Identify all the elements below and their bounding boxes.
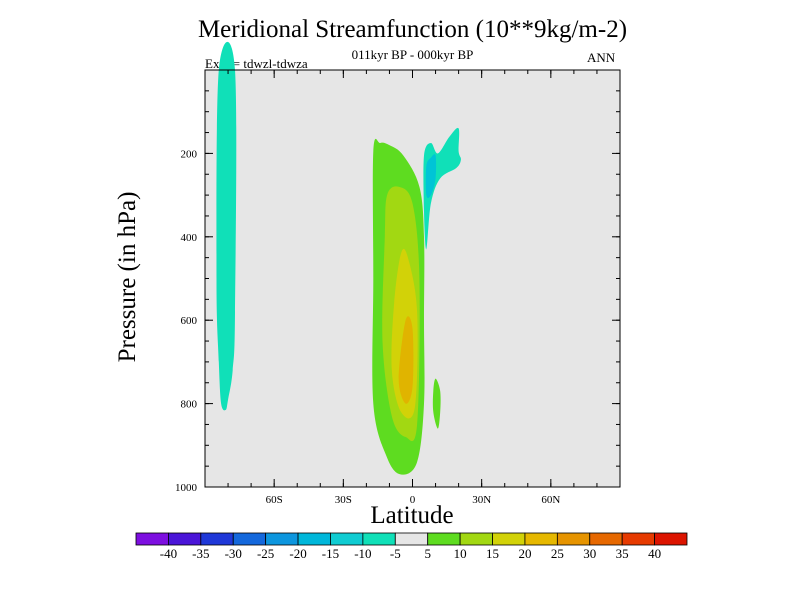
colorbar-swatch bbox=[232, 532, 267, 546]
y-tick-label: 400 bbox=[181, 232, 198, 244]
colorbar-label: -10 bbox=[354, 546, 371, 561]
colorbar-label: 20 bbox=[518, 546, 531, 561]
y-tick-label: 800 bbox=[181, 399, 198, 411]
x-tick-label: 30S bbox=[335, 494, 352, 506]
colorbar-label: -30 bbox=[225, 546, 242, 561]
colorbar-label: 15 bbox=[486, 546, 499, 561]
contour-regions bbox=[216, 41, 461, 475]
colorbar-label: -15 bbox=[322, 546, 339, 561]
colorbar-label: 10 bbox=[454, 546, 467, 561]
colorbar: -40 -35 -30 -25 -20 -15 -10 -5 5 10 15 20 25 30 35 40 bbox=[135, 532, 688, 561]
contour-region-2 bbox=[425, 154, 437, 199]
colorbar-label: 30 bbox=[583, 546, 596, 561]
y-tick-label: 1000 bbox=[175, 482, 198, 494]
chart-subtitle: 011kyr BP - 000kyr BP bbox=[351, 47, 474, 62]
colorbar-label: 25 bbox=[551, 546, 564, 561]
colorbar-swatch bbox=[330, 532, 364, 546]
x-axis-label: Latitude bbox=[370, 502, 454, 529]
y-tick-label: 600 bbox=[181, 315, 198, 327]
contour-region-0 bbox=[216, 41, 237, 411]
contour-region-6 bbox=[398, 316, 414, 404]
colorbar-label: 35 bbox=[616, 546, 629, 561]
x-tick-label: 0 bbox=[410, 494, 416, 506]
x-tick-label: 30N bbox=[472, 494, 491, 506]
colorbar-swatch bbox=[621, 532, 655, 546]
colorbar-label: -40 bbox=[160, 546, 177, 561]
colorbar-swatch bbox=[168, 532, 202, 546]
colorbar-swatch bbox=[589, 532, 623, 546]
colorbar-swatch bbox=[265, 532, 299, 546]
colorbar-label: 5 bbox=[424, 546, 431, 561]
colorbar-swatch bbox=[200, 532, 234, 546]
colorbar-swatch bbox=[459, 532, 493, 546]
contour-region-7 bbox=[432, 378, 441, 429]
colorbar-swatch bbox=[297, 532, 331, 546]
colorbar-swatch bbox=[524, 532, 558, 546]
axes: 60S 30S 0 30N 60N 200 400 600 800 1000 bbox=[175, 69, 621, 506]
colorbar-label: -5 bbox=[390, 546, 401, 561]
colorbar-label: -25 bbox=[257, 546, 274, 561]
colorbar-swatch bbox=[394, 532, 429, 546]
y-tick-label: 200 bbox=[181, 148, 198, 160]
colorbar-swatch bbox=[654, 532, 688, 546]
colorbar-label: 40 bbox=[648, 546, 661, 561]
colorbar-swatch bbox=[556, 532, 591, 546]
colorbar-swatch bbox=[427, 532, 461, 546]
colorbar-swatch bbox=[362, 532, 396, 546]
colorbar-swatch bbox=[492, 532, 526, 546]
colorbar-label: -20 bbox=[289, 546, 306, 561]
x-tick-label: 60N bbox=[541, 494, 560, 506]
x-tick-label: 60S bbox=[266, 494, 283, 506]
colorbar-swatch bbox=[135, 532, 169, 546]
colorbar-label: -35 bbox=[192, 546, 209, 561]
chart-title: Meridional Streamfunction (10**9kg/m-2) bbox=[197, 16, 628, 43]
season-label: ANN bbox=[587, 50, 616, 65]
